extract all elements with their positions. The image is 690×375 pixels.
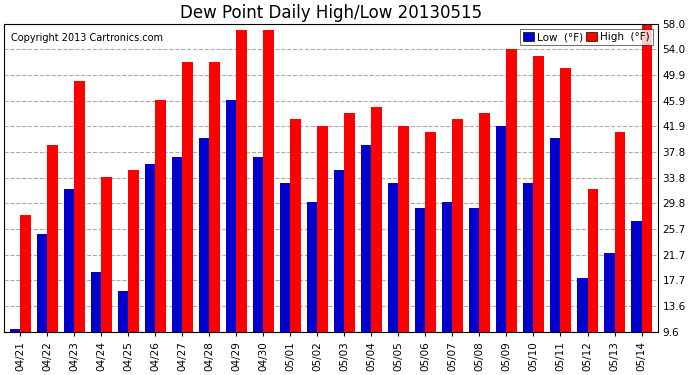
Bar (128, 170, 139, 332)
Bar (415, 209, 426, 332)
Bar (426, 132, 435, 332)
Bar (533, 56, 544, 332)
Bar (155, 100, 166, 332)
Bar (226, 100, 237, 332)
Bar (237, 30, 247, 332)
Bar (523, 183, 533, 332)
Bar (199, 138, 210, 332)
Bar (604, 253, 615, 332)
Bar (64, 189, 75, 332)
Bar (210, 62, 219, 332)
Bar (334, 170, 344, 332)
Bar (280, 183, 290, 332)
Bar (182, 62, 193, 332)
Bar (21, 215, 30, 332)
Bar (578, 279, 587, 332)
Bar (480, 113, 490, 332)
Bar (290, 119, 301, 332)
Bar (615, 132, 624, 332)
Legend: Low  (°F), High  (°F): Low (°F), High (°F) (520, 29, 653, 45)
Text: Copyright 2013 Cartronics.com: Copyright 2013 Cartronics.com (11, 33, 163, 43)
Bar (10, 329, 21, 332)
Bar (398, 126, 408, 332)
Bar (388, 183, 398, 332)
Bar (75, 81, 85, 332)
Bar (506, 49, 517, 332)
Bar (48, 145, 58, 332)
Bar (550, 138, 560, 332)
Bar (317, 126, 328, 332)
Bar (442, 202, 453, 332)
Bar (587, 189, 598, 332)
Bar (91, 272, 101, 332)
Bar (642, 24, 652, 332)
Bar (253, 158, 264, 332)
Bar (560, 68, 571, 332)
Bar (361, 145, 371, 332)
Bar (172, 158, 182, 332)
Bar (453, 119, 463, 332)
Bar (469, 209, 480, 332)
Bar (101, 177, 112, 332)
Bar (371, 106, 382, 332)
Bar (496, 126, 506, 332)
Title: Dew Point Daily High/Low 20130515: Dew Point Daily High/Low 20130515 (180, 4, 482, 22)
Bar (145, 164, 155, 332)
Bar (631, 221, 642, 332)
Bar (264, 30, 274, 332)
Bar (344, 113, 355, 332)
Bar (118, 291, 128, 332)
Bar (307, 202, 317, 332)
Bar (37, 234, 48, 332)
